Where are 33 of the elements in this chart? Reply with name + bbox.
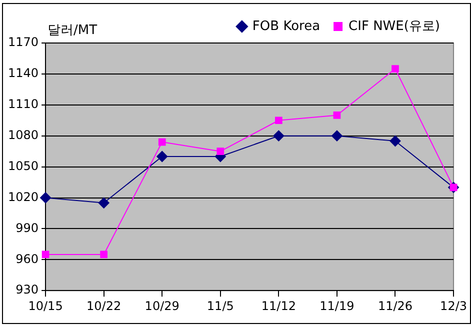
x-tick-label: 12/3 [440, 298, 468, 313]
point [390, 136, 401, 147]
x-tick-label: 11/26 [378, 298, 413, 313]
y-tick-label: 1080 [8, 128, 39, 142]
x-tick-label: 11/12 [261, 298, 296, 313]
point [392, 65, 399, 72]
y-tick-label: 990 [16, 220, 39, 235]
point [98, 197, 110, 208]
y-tick-label: 1140 [8, 66, 39, 80]
point [156, 150, 168, 162]
y-tick-label: 1170 [8, 35, 39, 50]
point [158, 138, 166, 146]
point [42, 250, 50, 258]
x-tick-label: 11/19 [320, 298, 354, 313]
point [331, 130, 342, 142]
legend-label: CIF NWE(유로) [348, 18, 440, 34]
y-tick-label: 930 [16, 282, 39, 297]
y-tick-label: 1020 [8, 190, 39, 204]
y-tick-label: 1110 [8, 97, 39, 112]
point [273, 130, 284, 142]
x-tick-label: 10/15 [28, 298, 63, 313]
y-tick-label: 1050 [8, 158, 39, 173]
x-tick-label: 10/22 [86, 298, 122, 313]
point [216, 148, 224, 156]
point [274, 116, 282, 124]
y-axis-title: 달러/MT [48, 22, 98, 38]
x-tick-label: 11/5 [206, 298, 234, 313]
x-tick-label: 10/29 [144, 298, 180, 313]
y-tick-label: 960 [16, 252, 39, 266]
point [40, 192, 52, 204]
point [100, 250, 108, 258]
legend-label: FOB Korea [252, 18, 320, 34]
point [333, 112, 341, 119]
